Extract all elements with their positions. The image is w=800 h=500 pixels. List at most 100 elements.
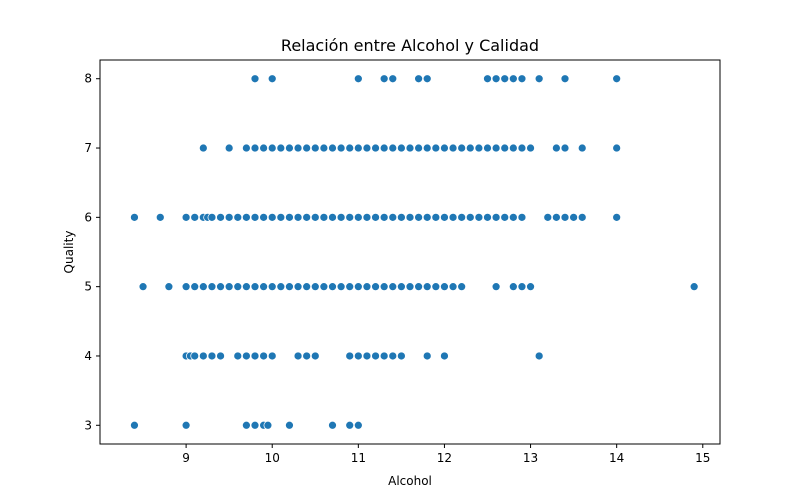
data-point	[405, 212, 415, 222]
data-point	[198, 282, 208, 292]
data-point	[207, 351, 217, 361]
data-point	[560, 143, 570, 153]
x-axis-label: Alcohol	[388, 474, 432, 488]
x-tick-label: 12	[437, 451, 452, 465]
data-point	[259, 351, 268, 361]
data-point	[310, 351, 320, 361]
data-point	[448, 282, 458, 292]
data-point	[216, 282, 225, 292]
y-tick-label: 5	[84, 280, 92, 294]
data-point	[534, 351, 544, 361]
data-point	[336, 212, 346, 222]
data-point	[285, 282, 294, 292]
data-point	[328, 420, 337, 430]
data-point	[319, 212, 329, 222]
data-point	[371, 143, 380, 153]
y-tick-label: 3	[84, 418, 92, 432]
data-point	[483, 143, 492, 153]
data-point	[483, 212, 492, 222]
data-point	[526, 282, 535, 292]
data-point	[612, 74, 622, 84]
data-point	[130, 420, 139, 430]
data-point	[345, 282, 355, 292]
data-point	[431, 212, 441, 222]
y-tick-label: 4	[84, 349, 92, 363]
data-point	[526, 143, 535, 153]
data-point	[422, 74, 432, 84]
data-point	[362, 212, 372, 222]
data-point	[242, 282, 251, 292]
data-point	[552, 143, 561, 153]
data-point	[259, 282, 268, 292]
data-point	[388, 351, 398, 361]
data-point	[362, 143, 372, 153]
data-point	[250, 74, 260, 84]
data-point	[242, 420, 251, 430]
data-point	[345, 143, 355, 153]
data-point	[345, 351, 355, 361]
data-point	[233, 282, 243, 292]
data-point	[448, 212, 458, 222]
y-tick-label: 7	[84, 141, 92, 155]
data-point	[302, 282, 312, 292]
data-point	[302, 212, 312, 222]
data-point	[569, 212, 578, 222]
data-point	[422, 282, 432, 292]
data-point	[371, 212, 380, 222]
data-point	[233, 351, 243, 361]
data-point	[259, 143, 268, 153]
data-point	[345, 212, 355, 222]
data-point	[371, 282, 380, 292]
data-point	[250, 143, 260, 153]
x-tick-label: 14	[609, 451, 624, 465]
data-point	[405, 143, 415, 153]
y-axis-label: Quality	[62, 231, 76, 274]
data-point	[362, 282, 372, 292]
data-point	[612, 212, 622, 222]
data-point	[250, 420, 260, 430]
data-point	[422, 351, 432, 361]
data-point	[353, 212, 363, 222]
data-point	[345, 420, 355, 430]
data-point	[328, 282, 337, 292]
data-point	[500, 212, 510, 222]
data-point	[293, 212, 303, 222]
data-point	[397, 143, 406, 153]
data-point	[285, 212, 294, 222]
data-point	[310, 143, 320, 153]
data-point	[362, 351, 372, 361]
data-point	[508, 282, 518, 292]
data-point	[130, 212, 139, 222]
data-point	[353, 74, 363, 84]
data-point	[457, 282, 467, 292]
data-point	[336, 143, 346, 153]
data-point	[612, 143, 622, 153]
data-point	[440, 212, 449, 222]
data-point	[491, 143, 501, 153]
data-point	[293, 351, 303, 361]
data-point	[500, 74, 510, 84]
data-point	[491, 74, 501, 84]
data-point	[517, 143, 527, 153]
data-point	[379, 351, 389, 361]
data-point	[517, 282, 527, 292]
data-point	[267, 351, 277, 361]
data-point	[181, 282, 191, 292]
data-point	[440, 351, 449, 361]
data-point	[181, 212, 191, 222]
data-point	[474, 143, 484, 153]
data-point	[207, 212, 217, 222]
data-point	[457, 143, 467, 153]
data-point	[508, 212, 518, 222]
data-point	[267, 143, 277, 153]
data-point	[448, 143, 458, 153]
x-tick-label: 11	[351, 451, 366, 465]
data-point	[379, 143, 389, 153]
data-point	[517, 212, 527, 222]
data-point	[431, 282, 441, 292]
data-point	[310, 282, 320, 292]
data-point	[577, 143, 587, 153]
data-point	[285, 143, 294, 153]
